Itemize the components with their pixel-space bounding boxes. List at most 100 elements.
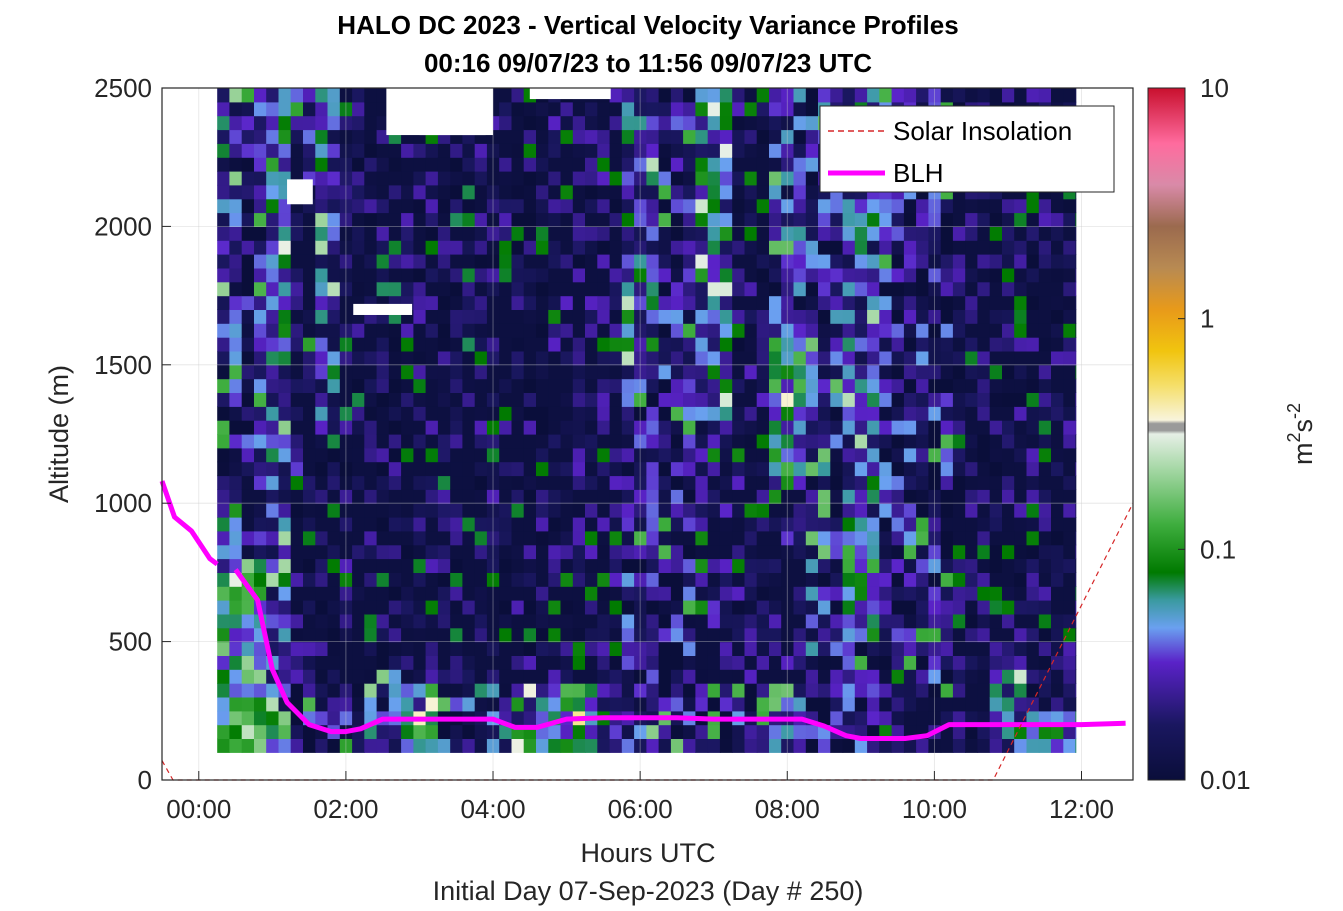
heatmap-cell: [266, 254, 280, 269]
heatmap-cell: [597, 323, 611, 338]
heatmap-cell: [376, 503, 390, 518]
heatmap-cell: [952, 572, 966, 587]
heatmap-cell: [1002, 517, 1015, 532]
heatmap-cell: [425, 351, 439, 366]
heatmap-cell: [830, 295, 844, 310]
heatmap-cell: [278, 627, 292, 643]
heatmap-cell: [670, 434, 684, 449]
heatmap-cell: [940, 489, 954, 504]
heatmap-cell: [646, 115, 660, 131]
heatmap-cell: [278, 101, 292, 117]
heatmap-cell: [965, 558, 979, 573]
heatmap-cell: [928, 600, 942, 615]
heatmap-cell: [1038, 406, 1052, 421]
heatmap-cell: [462, 613, 476, 629]
heatmap-cell: [572, 337, 586, 352]
heatmap-cell: [830, 281, 844, 297]
heatmap-cell: [916, 378, 929, 393]
heatmap-cell: [719, 544, 733, 560]
heatmap-cell: [1075, 738, 1077, 753]
heatmap-cell: [462, 669, 476, 684]
heatmap-cell: [830, 544, 844, 560]
heatmap-cell: [646, 240, 660, 255]
heatmap-cell: [1026, 600, 1040, 615]
heatmap-cell: [867, 364, 880, 380]
y-tick-label: 2500: [94, 73, 152, 103]
heatmap-cell: [916, 406, 929, 421]
heatmap-cell: [867, 544, 880, 560]
heatmap-cell: [756, 267, 770, 283]
heatmap-cell: [241, 198, 255, 214]
heatmap-cell: [621, 406, 635, 421]
heatmap-cell: [867, 198, 880, 214]
heatmap-cell: [940, 434, 954, 449]
heatmap-cell: [266, 572, 280, 587]
heatmap-cell: [805, 503, 819, 518]
heatmap-cell: [830, 710, 844, 726]
heatmap-cell: [474, 613, 488, 629]
heatmap-cell: [536, 669, 549, 684]
heatmap-cell: [585, 337, 598, 352]
heatmap-cell: [241, 101, 255, 117]
heatmap-cell: [229, 254, 243, 269]
heatmap-cell: [450, 309, 464, 324]
heatmap-cell: [940, 627, 954, 643]
heatmap-cell: [413, 267, 427, 283]
x-axis-sublabel: Initial Day 07-Sep-2023 (Day # 250): [433, 876, 864, 906]
heatmap-cell: [1063, 364, 1077, 380]
heatmap-cell: [916, 489, 929, 504]
heatmap-cell: [241, 710, 255, 726]
heatmap-cell: [303, 517, 316, 532]
heatmap-cell: [425, 738, 439, 753]
heatmap-cell: [241, 129, 255, 144]
heatmap-cell: [756, 226, 770, 241]
heatmap-cell: [254, 420, 267, 435]
heatmap-cell: [805, 254, 819, 269]
heatmap-cell: [597, 683, 611, 698]
heatmap-cell: [536, 627, 549, 643]
heatmap-cell: [842, 683, 856, 698]
heatmap-cell: [315, 586, 329, 601]
heatmap-cell: [793, 337, 807, 352]
heatmap-cell: [474, 544, 488, 560]
heatmap-cell: [266, 392, 280, 407]
heatmap-cell: [719, 309, 733, 324]
heatmap-cell: [523, 572, 537, 587]
heatmap-cell: [413, 697, 427, 712]
heatmap-cell: [818, 627, 831, 643]
heatmap-cell: [891, 503, 905, 518]
heatmap-cell: [388, 572, 402, 587]
heatmap-cell: [450, 281, 464, 297]
heatmap-cell: [401, 461, 414, 477]
heatmap-cell: [278, 281, 292, 297]
heatmap-cell: [756, 558, 770, 573]
heatmap-cell: [548, 613, 562, 629]
heatmap-cell: [891, 586, 905, 601]
heatmap-cell: [437, 475, 451, 490]
heatmap-cell: [376, 420, 390, 435]
heatmap-cell: [352, 641, 365, 656]
heatmap-cell: [1002, 406, 1015, 421]
heatmap-cell: [1002, 544, 1015, 560]
heatmap-cell: [278, 544, 292, 560]
heatmap-cell: [327, 171, 341, 186]
heatmap-cell: [719, 434, 733, 449]
heatmap-cell: [450, 600, 464, 615]
heatmap-cell: [805, 309, 819, 324]
heatmap-cell: [867, 724, 880, 739]
heatmap-cell: [352, 364, 365, 380]
heatmap-cell: [634, 337, 647, 352]
heatmap-cell: [241, 88, 255, 103]
heatmap-cell: [1063, 600, 1077, 615]
heatmap-cell: [732, 461, 746, 477]
heatmap-cell: [217, 572, 231, 587]
heatmap-cell: [903, 683, 917, 698]
heatmap-cell: [830, 669, 844, 684]
heatmap-cell: [903, 461, 917, 477]
heatmap-cell: [560, 489, 574, 504]
heatmap-cell: [474, 184, 488, 200]
heatmap-cell: [315, 240, 329, 255]
heatmap-cell: [1038, 503, 1052, 518]
heatmap-cell: [364, 115, 378, 131]
